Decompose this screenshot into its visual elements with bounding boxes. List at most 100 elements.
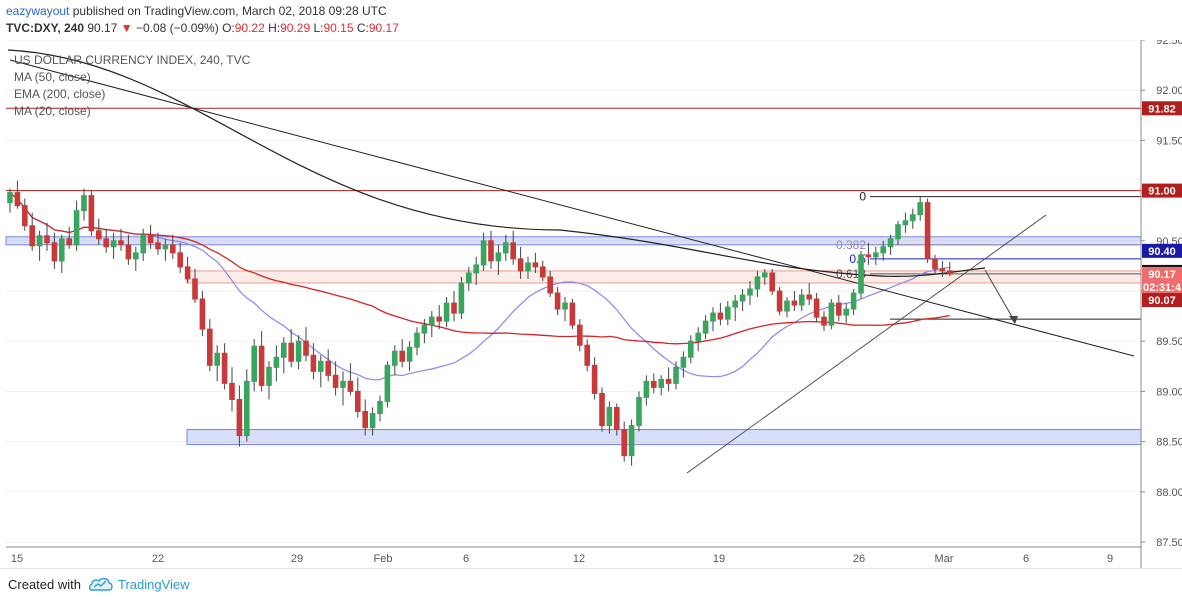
- candle-body: [540, 266, 546, 278]
- fib-label: 0: [859, 190, 866, 204]
- candle-body: [947, 270, 953, 275]
- candle-body: [806, 294, 813, 300]
- candle-body: [725, 306, 731, 320]
- tradingview-link[interactable]: TradingView: [118, 577, 190, 592]
- candle-body: [103, 238, 110, 248]
- candle-body: [562, 302, 568, 310]
- candle-body: [36, 235, 43, 247]
- candle-body: [554, 292, 561, 310]
- candle-body: [902, 220, 909, 226]
- candle-body: [162, 244, 169, 250]
- high-label: H:: [268, 21, 281, 35]
- candle-body: [843, 308, 850, 316]
- candle-body: [266, 366, 272, 386]
- legend-title: US DOLLAR CURRENCY INDEX, 240, TVC: [14, 53, 251, 67]
- time-tick-label: 12: [573, 553, 585, 565]
- candle-body: [44, 235, 50, 244]
- candle-body: [517, 258, 524, 272]
- candle-body: [7, 192, 13, 204]
- candle-body: [273, 356, 280, 368]
- candle-body: [377, 400, 383, 414]
- time-tick-label: 29: [291, 553, 303, 565]
- candle-body: [584, 344, 591, 366]
- candle-body: [821, 316, 827, 326]
- price-badge: [1142, 183, 1182, 198]
- candle-body: [658, 378, 665, 388]
- candle-body: [59, 238, 65, 262]
- price-badge-label: 02:31:4: [1143, 282, 1182, 294]
- candle-body: [236, 398, 243, 437]
- candle-body: [673, 366, 679, 384]
- author-link[interactable]: eazywayout: [6, 4, 70, 18]
- candle-body: [569, 302, 576, 326]
- price-badge-label: 91.82: [1148, 103, 1176, 115]
- candle-body: [547, 276, 554, 294]
- candle-body: [488, 240, 494, 262]
- candle-body: [443, 302, 450, 322]
- candle-body: [332, 374, 339, 388]
- candle-body: [118, 240, 124, 246]
- candle-body: [421, 324, 428, 334]
- candle-body: [480, 240, 487, 266]
- ma20-line: [9, 192, 950, 381]
- candle-body: [362, 410, 368, 429]
- candle-body: [680, 356, 687, 368]
- time-tick-label: 26: [853, 553, 865, 565]
- candle-body: [643, 380, 650, 398]
- time-tick-label: Feb: [374, 553, 393, 565]
- time-tick-label: 22: [152, 553, 164, 565]
- candle-body: [910, 214, 916, 222]
- candle-body: [599, 392, 605, 427]
- candle-body: [614, 406, 620, 431]
- candle-body: [532, 262, 539, 268]
- candle-body: [710, 312, 716, 322]
- candle-body: [355, 390, 361, 412]
- candle-body: [281, 342, 287, 358]
- arrow-head-icon: [1009, 316, 1018, 324]
- price-chart[interactable]: 00.3820.50.61892.5092.0091.5091.0090.509…: [0, 40, 1182, 568]
- candle-body: [525, 262, 531, 272]
- candle-body: [155, 242, 161, 250]
- candle-body: [110, 240, 117, 248]
- candle-body: [702, 320, 709, 334]
- candle-body: [221, 352, 228, 384]
- price-tick-label: 89.00: [1156, 386, 1182, 398]
- candle-body: [125, 244, 132, 260]
- time-tick-label: 6: [463, 553, 469, 565]
- candle-body: [784, 300, 790, 312]
- downtrend-line: [9, 59, 1135, 357]
- candle-body: [295, 340, 302, 362]
- candle-body: [347, 380, 354, 392]
- price-tick-label: 89.50: [1156, 336, 1182, 348]
- uptrend-line: [686, 214, 1047, 474]
- candle-body: [473, 264, 479, 274]
- support-zone: [186, 270, 1142, 284]
- tradingview-logo-icon[interactable]: [88, 575, 114, 593]
- price-tick-label: 88.50: [1156, 437, 1182, 449]
- candle-body: [96, 230, 102, 240]
- candle-body: [340, 380, 346, 388]
- fib-label: 0.382: [836, 238, 866, 252]
- candle-body: [665, 378, 672, 384]
- legend-ma50: MA (50, close): [14, 70, 91, 84]
- candle-body: [325, 360, 331, 376]
- candle-body: [813, 298, 820, 318]
- price-badge-label: 90.17: [1148, 269, 1176, 281]
- candle-body: [392, 350, 398, 366]
- candle-body: [939, 268, 946, 272]
- candle-body: [303, 340, 309, 356]
- candle-body: [81, 195, 87, 212]
- change-arrow-icon: ▼: [120, 21, 133, 35]
- symbol-line: TVC:DXY, 240 90.17 ▼ −0.08 (−0.09%) O:90…: [6, 21, 399, 35]
- candle-body: [429, 316, 435, 326]
- candle-body: [406, 346, 413, 362]
- candle-body: [747, 288, 753, 296]
- candle-body: [29, 225, 35, 247]
- chart-header: eazywayout published on TradingView.com,…: [0, 0, 1182, 40]
- candle-body: [695, 332, 702, 342]
- candle-body: [384, 364, 391, 402]
- candle-body: [244, 380, 250, 437]
- candle-body: [895, 224, 901, 240]
- candle-body: [207, 328, 213, 366]
- legend-ma20: MA (20, close): [14, 104, 91, 118]
